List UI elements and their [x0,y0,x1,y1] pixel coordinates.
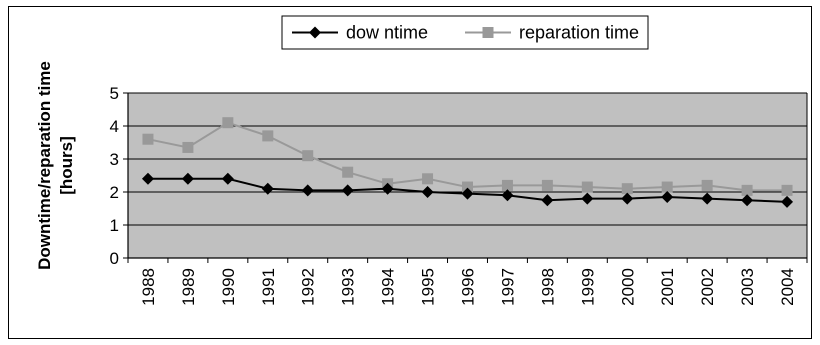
x-tick-label: 1994 [379,268,398,306]
x-tick-label: 2001 [658,268,677,306]
data-point [341,184,354,197]
series-group [141,117,794,208]
x-tick-label: 1988 [139,268,158,306]
series-0 [141,172,794,208]
data-point [501,189,514,202]
data-point [741,184,753,196]
data-point [621,183,633,195]
data-point [661,190,674,203]
x-tick-label: 1999 [578,268,597,306]
x-tick-label: 1998 [538,268,557,306]
data-point [482,27,494,38]
data-point [661,181,673,193]
data-point [781,195,794,208]
y-tick-label: 4 [110,117,119,136]
legend-item: dow ntime [292,23,428,43]
data-point [461,187,474,200]
y-tick-label: 3 [110,150,119,169]
data-point [222,117,234,129]
legend: dow ntime reparation time [281,15,649,50]
x-tick-label: 1989 [179,268,198,306]
x-tick-label: 2004 [778,268,797,306]
series-1 [142,117,793,196]
legend-label: dow ntime [346,23,428,43]
data-point [221,172,234,185]
x-tick-label: 1990 [219,268,238,306]
data-point [421,186,434,198]
x-tick-label: 2003 [738,268,757,306]
x-tick-label: 1995 [419,268,438,306]
x-tick-label: 1996 [459,268,478,306]
data-point [581,192,594,205]
data-point [501,179,513,191]
data-point [541,194,554,207]
data-point [181,172,194,185]
y-tick-labels: 0 1 2 3 4 5 [110,84,119,268]
y-tick-label: 0 [110,249,119,268]
data-point [581,181,593,193]
x-tick-label: 1993 [339,268,358,306]
y-axis-title-line2: [hours] [57,136,76,195]
y-axis-title-line1: Downtime/reparation time [35,61,54,270]
plot-area [128,93,807,258]
data-point [262,130,274,142]
data-point [301,184,314,197]
data-point [142,133,154,145]
x-tick-label: 2002 [698,268,717,306]
data-point [182,141,194,153]
data-point [302,150,314,162]
x-tick-label: 1992 [299,268,318,306]
data-point [342,166,354,178]
data-point [621,192,634,205]
data-point [261,182,274,195]
data-point [422,173,434,185]
legend-label: reparation time [519,23,639,43]
x-tick-label: 1991 [259,268,278,306]
data-point [541,179,553,191]
data-point [141,172,154,185]
y-tick-label: 1 [110,216,119,235]
data-point [781,184,793,196]
axes [127,92,808,259]
x-tick-label: 2000 [618,268,637,306]
y-tick-label: 5 [110,84,119,103]
data-point [309,26,321,39]
data-point [381,182,394,195]
x-tick-label: 1997 [498,268,517,306]
data-point [741,194,754,207]
y-tick-label: 2 [110,183,119,202]
x-tick-labels: 1988 1989 1990 1991 1992 1993 1994 1995 1996 1997… [127,258,808,306]
data-point [462,181,473,193]
legend-item: reparation time [465,23,639,43]
data-point [701,179,713,191]
data-point [701,192,714,205]
